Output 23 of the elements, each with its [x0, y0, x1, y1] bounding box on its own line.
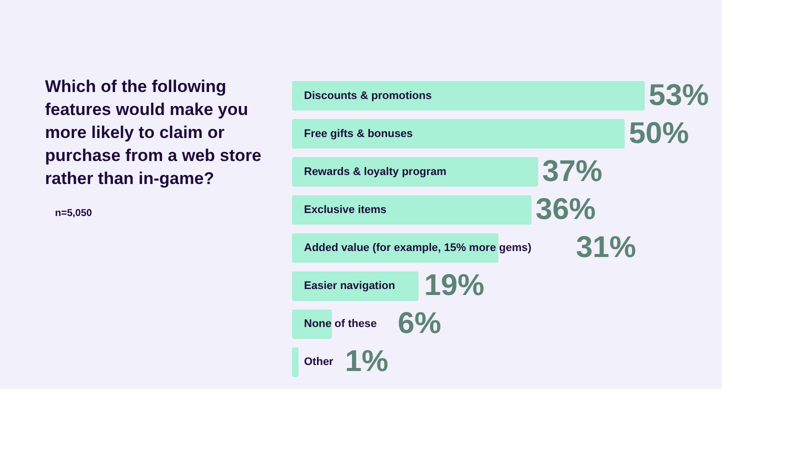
y-tick-label: None of these: [304, 318, 377, 330]
y-tick-label: Exclusive items: [304, 204, 387, 216]
data-label: 36%: [536, 192, 596, 226]
bar: [292, 157, 538, 187]
y-tick-label: Easier navigation: [304, 280, 396, 292]
data-label: 19%: [424, 269, 484, 302]
y-tick-label: Other: [304, 356, 334, 368]
data-label: 53%: [648, 78, 709, 112]
y-tick-label: Added value (for example, 15% more gems): [304, 242, 532, 254]
bar: [292, 118, 625, 149]
data-label: 6%: [398, 307, 442, 340]
bar: [292, 347, 299, 378]
data-label: 31%: [576, 231, 636, 264]
text: Which of the following features would make you more likely to claim or purchase from a web store rather than in-game?: [45, 77, 262, 188]
data-label: 1%: [345, 345, 388, 378]
data-label: 37%: [542, 154, 602, 188]
y-tick-label: Discounts & promotions: [304, 90, 432, 102]
bar: [292, 80, 645, 111]
data-label: 50%: [628, 116, 689, 150]
y-tick-label: Rewards & loyalty program: [304, 166, 447, 178]
y-tick-label: Free gifts & bonuses: [304, 128, 413, 140]
bar: [292, 195, 532, 225]
text: n=5,050: [55, 208, 92, 219]
